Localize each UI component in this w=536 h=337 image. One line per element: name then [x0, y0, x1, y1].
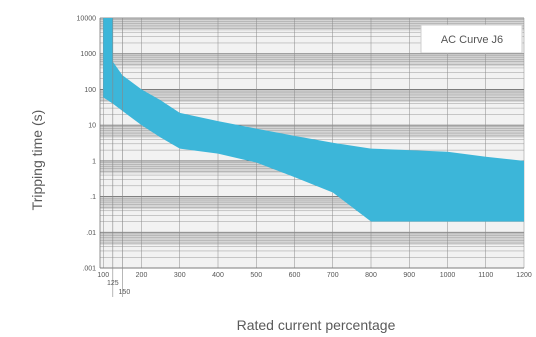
decade-shade — [100, 18, 524, 31]
y-tick-label: 1000 — [80, 51, 96, 58]
trip-band-area — [103, 18, 525, 222]
y-tick-label: .01 — [86, 230, 96, 237]
y-tick-label: 1 — [92, 158, 96, 165]
x-tick-label: 900 — [403, 272, 415, 279]
x-tick-label: 150 — [119, 289, 131, 296]
y-tick-label: 10000 — [77, 16, 97, 23]
reference-lines — [112, 18, 123, 297]
x-tick-label: 400 — [212, 272, 224, 279]
decade-shade — [100, 89, 524, 102]
x-tick-label: 125 — [107, 280, 119, 287]
chart-title: AC Curve J6 — [441, 34, 503, 46]
x-tick-label: 800 — [365, 272, 377, 279]
legend-box — [420, 24, 523, 54]
x-tick-label: 1200 — [516, 272, 532, 279]
decade-shade — [100, 232, 524, 245]
x-tick-label: 700 — [327, 272, 339, 279]
y-tick-label: 10 — [88, 123, 96, 130]
x-tick-label: 200 — [136, 272, 148, 279]
x-tick-label: 500 — [250, 272, 262, 279]
x-tick-label: 1100 — [478, 272, 493, 279]
y-tick-label: .001 — [82, 266, 96, 273]
x-tick-label: 300 — [174, 272, 186, 279]
y-tick-labels: 10000 1000 100 10 1 .1 .01 .001 — [77, 16, 97, 273]
y-tick-label: .1 — [90, 194, 96, 201]
y-tick-label: 100 — [84, 87, 96, 94]
series-group — [103, 18, 525, 222]
decade-shade — [100, 53, 524, 67]
x-tick-label: 1000 — [440, 272, 456, 279]
y-axis-label: Tripping time (s) — [29, 110, 45, 211]
x-axis-label: Rated current percentage — [237, 317, 396, 333]
legend: AC Curve J6 — [420, 24, 523, 54]
x-tick-label: 100 — [97, 272, 109, 279]
x-tick-label: 600 — [289, 272, 301, 279]
